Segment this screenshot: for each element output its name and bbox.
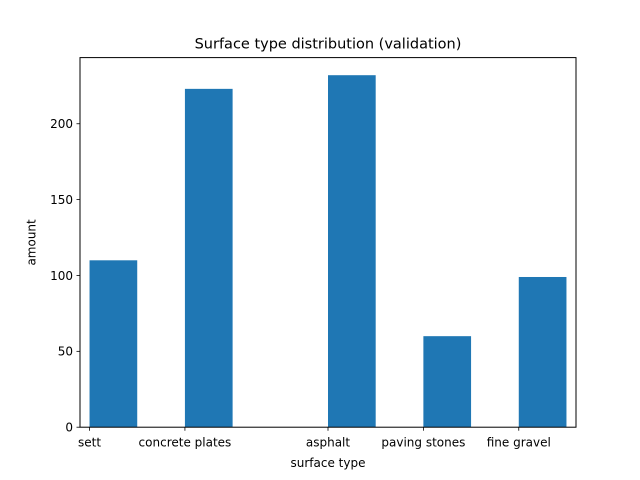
x-tick-label: sett: [78, 436, 101, 450]
y-tick-label: 0: [65, 421, 73, 435]
bars-group: [89, 75, 567, 428]
bar-2: [328, 75, 376, 428]
bar-1: [184, 88, 233, 428]
x-tick-label: fine gravel: [487, 436, 551, 450]
y-tick-label: 200: [50, 117, 73, 131]
bar-0: [89, 260, 138, 428]
y-tick-label: 50: [58, 345, 73, 359]
y-tick-label: 150: [50, 193, 73, 207]
y-axis-label: amount: [25, 219, 39, 266]
y-tick-label: 100: [50, 269, 73, 283]
bar-3: [423, 336, 472, 428]
x-tick-label: asphalt: [306, 436, 351, 450]
y-axis: 0 50 100 150 200: [50, 117, 80, 435]
x-tick-label: paving stones: [381, 436, 465, 450]
x-axis-label: surface type: [291, 456, 366, 470]
x-axis: sett concrete plates asphalt paving stones f…: [78, 427, 551, 450]
bar-4: [518, 276, 567, 428]
chart-title: Surface type distribution (validation): [195, 37, 462, 53]
x-tick-label: concrete plates: [139, 436, 232, 450]
